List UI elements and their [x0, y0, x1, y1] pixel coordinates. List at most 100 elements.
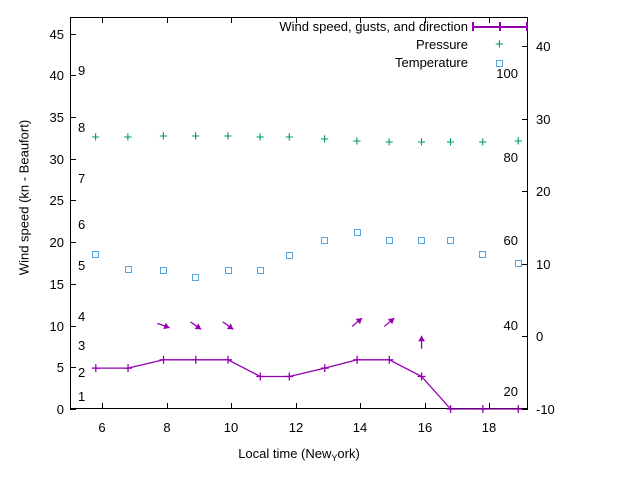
pressure-point-marker: +	[384, 133, 394, 151]
chart-legend: Wind speed, gusts, and direction Pressur…	[222, 17, 528, 71]
temperature-point-marker	[124, 266, 132, 274]
x-tick	[425, 403, 426, 409]
y-beaufort-label: 2	[78, 365, 86, 380]
temperature-point-marker	[479, 251, 487, 259]
temperature-point-marker	[385, 237, 393, 245]
x-tick	[231, 403, 232, 409]
pressure-point-marker: +	[352, 132, 362, 150]
y2-tick-c	[522, 264, 528, 265]
x-tick-top	[167, 17, 168, 23]
y2-tick-c	[522, 46, 528, 47]
y-beaufort-label: 9	[78, 63, 86, 78]
y-tick-label-kn: 10	[49, 319, 64, 334]
pressure-point-marker: +	[284, 129, 294, 147]
temperature-point-marker	[353, 228, 361, 236]
legend-marker-wind-line	[472, 19, 528, 35]
x-axis-title-part1: Local time (New	[238, 446, 332, 461]
y-tick-kn	[70, 367, 76, 368]
x-tick-label: 10	[223, 420, 239, 435]
y-tick-label-kn: 30	[49, 152, 64, 167]
y2-tick-label-c: 20	[536, 184, 551, 199]
legend-marker-pressure-plus: +	[495, 36, 504, 53]
y2-fahrenheit-label: 80	[503, 150, 518, 165]
y-tick-kn	[70, 34, 76, 35]
x-tick-top	[425, 17, 426, 23]
y2-tick-c	[522, 119, 528, 120]
x-axis-title: Local time (NewYork)	[0, 446, 598, 463]
y-tick-label-kn: 45	[49, 27, 64, 42]
x-tick-top	[296, 17, 297, 23]
x-tick-top	[102, 17, 103, 23]
temperature-point-marker	[92, 251, 100, 259]
x-tick-label: 6	[98, 420, 106, 435]
y-beaufort-label: 4	[78, 309, 86, 324]
x-tick-label: 18	[481, 420, 497, 435]
temperature-point-marker	[224, 267, 232, 275]
x-tick	[167, 403, 168, 409]
y2-fahrenheit-label: 20	[503, 384, 518, 399]
y-tick-kn	[70, 159, 76, 160]
x-tick-label: 16	[417, 420, 433, 435]
x-tick-label: 8	[163, 420, 171, 435]
temperature-point-marker	[321, 237, 329, 245]
temperature-point-marker	[256, 267, 264, 275]
legend-item-temperature[interactable]: Temperature	[222, 55, 528, 71]
legend-item-wind[interactable]: Wind speed, gusts, and direction	[222, 19, 528, 35]
legend-item-pressure[interactable]: Pressure +	[222, 37, 528, 53]
legend-label-wind: Wind speed, gusts, and direction	[279, 19, 468, 34]
temperature-point-marker	[418, 237, 426, 245]
y2-fahrenheit-label: 40	[503, 318, 518, 333]
x-tick-top	[231, 17, 232, 23]
y-beaufort-label: 1	[78, 389, 86, 404]
y2-tick-c	[522, 409, 528, 410]
pressure-point-marker: +	[446, 133, 455, 151]
legend-label-pressure: Pressure	[415, 37, 468, 52]
y-tick-label-kn: 15	[49, 277, 64, 292]
y-beaufort-label: 8	[78, 120, 86, 135]
x-tick	[296, 403, 297, 409]
y-tick-kn	[70, 284, 76, 285]
y-beaufort-label: 6	[78, 217, 86, 232]
y-tick-kn	[70, 117, 76, 118]
x-tick-label: 14	[352, 420, 368, 435]
pressure-point-marker: +	[191, 127, 201, 145]
y2-tick-label-c: 0	[536, 329, 544, 344]
y-tick-kn	[70, 409, 76, 410]
y-tick-kn	[70, 200, 76, 201]
x-tick	[360, 403, 361, 409]
x-tick-top	[489, 17, 490, 23]
temperature-point-marker	[160, 267, 168, 275]
y-tick-label-kn: 35	[49, 110, 64, 125]
pressure-point-marker: +	[417, 134, 426, 152]
y-beaufort-label: 3	[78, 338, 86, 353]
x-axis-title-part2: ork)	[337, 446, 360, 461]
y2-tick-label-c: 30	[536, 112, 551, 127]
y2-tick-label-c: 10	[536, 257, 551, 272]
pressure-point-marker: +	[320, 131, 330, 149]
y2-fahrenheit-label: 100	[496, 66, 518, 81]
pressure-point-marker: +	[478, 133, 488, 151]
temperature-point-marker	[285, 252, 293, 260]
y-beaufort-label: 5	[78, 258, 86, 273]
y-tick-kn	[70, 242, 76, 243]
x-axis-title-underscore: Y	[331, 453, 338, 463]
pressure-point-marker: +	[159, 127, 168, 145]
y2-tick-c	[522, 336, 528, 337]
pressure-point-marker: +	[91, 128, 101, 146]
temperature-point-marker	[447, 237, 455, 245]
y-tick-label-kn: 0	[56, 402, 64, 417]
x-tick-top	[360, 17, 361, 23]
x-tick-label: 12	[288, 420, 304, 435]
pressure-point-marker: +	[223, 127, 233, 145]
legend-label-temperature: Temperature	[395, 55, 468, 70]
y2-tick-label-c: 40	[536, 39, 551, 54]
y-tick-label-kn: 5	[56, 360, 64, 375]
x-tick	[489, 403, 490, 409]
temperature-point-marker	[514, 260, 522, 268]
pressure-point-marker: +	[123, 128, 133, 146]
temperature-point-marker	[192, 273, 200, 281]
y-beaufort-label: 7	[78, 171, 86, 186]
y-tick-kn	[70, 75, 76, 76]
legend-marker-temperature-square	[472, 55, 528, 71]
